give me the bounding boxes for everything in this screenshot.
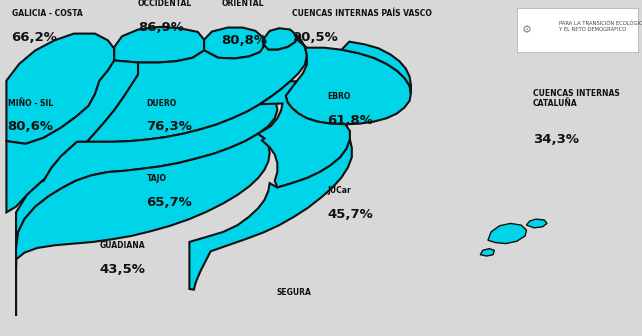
Text: SEGURA: SEGURA	[276, 288, 311, 297]
Text: 34,3%: 34,3%	[533, 133, 579, 146]
Text: GALICIA - COSTA: GALICIA - COSTA	[12, 9, 82, 18]
Text: MIÑO - SIL: MIÑO - SIL	[8, 98, 53, 108]
Text: ⚙: ⚙	[521, 25, 532, 35]
Text: 80,6%: 80,6%	[8, 120, 54, 133]
Text: TAJO: TAJO	[146, 174, 166, 183]
Text: JÚCar: JÚCar	[327, 184, 351, 195]
Text: 61,8%: 61,8%	[327, 114, 373, 127]
Text: PARA LA TRANSICIÓN ECOLÓGICA
Y EL RETO DEMOGRÁFICO: PARA LA TRANSICIÓN ECOLÓGICA Y EL RETO D…	[559, 21, 642, 33]
Polygon shape	[114, 27, 204, 62]
FancyBboxPatch shape	[517, 8, 638, 52]
Text: GUADIANA: GUADIANA	[100, 241, 145, 250]
Polygon shape	[204, 28, 265, 58]
Text: CUENCAS INTERNAS PAÍS VASCO: CUENCAS INTERNAS PAÍS VASCO	[292, 9, 432, 18]
Text: 76,3%: 76,3%	[146, 120, 192, 133]
Polygon shape	[258, 81, 350, 187]
Text: 86,9%: 86,9%	[138, 21, 184, 34]
Polygon shape	[480, 249, 494, 256]
Text: 65,7%: 65,7%	[146, 196, 192, 209]
Text: 45,7%: 45,7%	[327, 208, 373, 221]
Polygon shape	[16, 97, 277, 265]
Polygon shape	[42, 35, 307, 181]
Text: CANTÁBRICO
ORIENTAL: CANTÁBRICO ORIENTAL	[221, 0, 277, 8]
Polygon shape	[6, 34, 114, 144]
Text: DUERO: DUERO	[146, 98, 177, 108]
Text: 43,5%: 43,5%	[100, 263, 145, 276]
Text: 80,8%: 80,8%	[221, 34, 268, 47]
Polygon shape	[286, 35, 411, 124]
Text: CUENCAS INTERNAS
CATALUÑA: CUENCAS INTERNAS CATALUÑA	[533, 89, 620, 108]
Text: 90,5%: 90,5%	[292, 31, 338, 44]
Polygon shape	[342, 42, 411, 93]
Polygon shape	[16, 134, 270, 316]
Polygon shape	[189, 139, 352, 290]
Polygon shape	[488, 223, 526, 244]
Polygon shape	[263, 28, 297, 50]
Polygon shape	[526, 219, 547, 228]
Text: EBRO: EBRO	[327, 92, 351, 101]
Polygon shape	[6, 60, 138, 212]
Text: 66,2%: 66,2%	[12, 31, 57, 44]
Text: OCCIDENTAL: OCCIDENTAL	[138, 0, 193, 8]
